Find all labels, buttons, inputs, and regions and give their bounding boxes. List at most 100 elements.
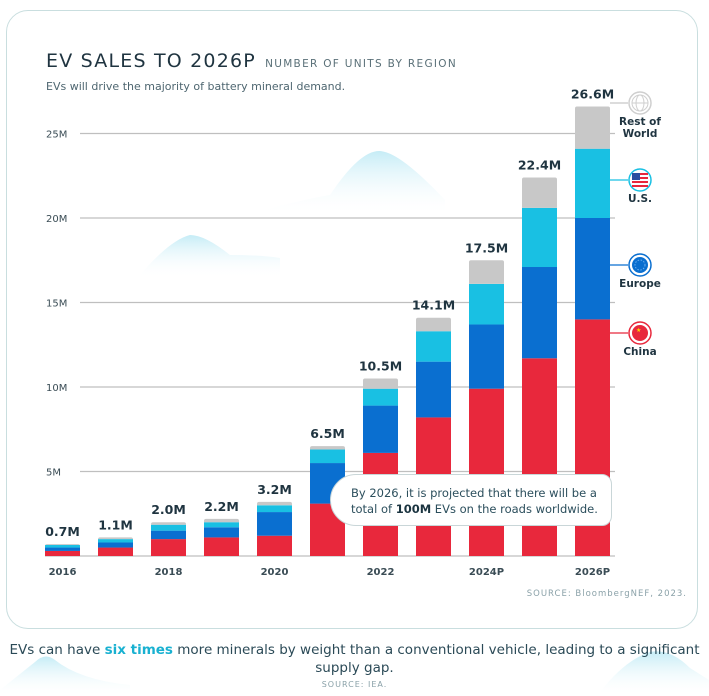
total-label: 2.2M bbox=[204, 499, 239, 514]
total-label: 6.5M bbox=[310, 426, 345, 441]
bar-segment-europe bbox=[522, 267, 557, 359]
bar-2024P bbox=[469, 260, 504, 556]
chart-subtitle: EVs will drive the majority of battery m… bbox=[46, 80, 346, 93]
bar-segment-europe bbox=[151, 530, 186, 540]
total-label: 22.4M bbox=[518, 157, 561, 172]
bar-segment-u-s- bbox=[98, 539, 133, 543]
bar-segment-u-s- bbox=[363, 388, 398, 406]
bar-segment-u-s- bbox=[151, 524, 186, 531]
svg-text:★: ★ bbox=[636, 327, 641, 334]
callout-bold: 100M bbox=[395, 502, 432, 516]
title-main: EV SALES TO 2026P bbox=[46, 50, 256, 72]
bar-segment-u-s- bbox=[522, 207, 557, 268]
bar-segment-europe bbox=[363, 405, 398, 453]
bar-2016 bbox=[45, 544, 80, 556]
legend-label: China bbox=[623, 346, 656, 358]
y-tick-label: 15M bbox=[46, 299, 67, 310]
bar-segment-rest-of-world bbox=[363, 378, 398, 389]
total-label: 3.2M bbox=[257, 482, 292, 497]
bar-segment-china bbox=[469, 388, 504, 556]
bar-segment-china bbox=[151, 539, 186, 556]
bar-segment-china bbox=[98, 547, 133, 556]
bottom-note: EVs can have six times more minerals by … bbox=[0, 641, 709, 677]
legend-label: World bbox=[623, 128, 658, 140]
bar-segment-u-s- bbox=[310, 449, 345, 464]
projection-callout: By 2026, it is projected that there will… bbox=[330, 474, 612, 526]
bar-segment-u-s- bbox=[469, 283, 504, 325]
bar-2017 bbox=[98, 537, 133, 556]
y-tick-label: 5M bbox=[46, 468, 61, 479]
y-tick-label: 25M bbox=[46, 130, 67, 141]
mountain-decoration bbox=[245, 150, 445, 215]
bar-segment-china bbox=[522, 358, 557, 556]
mountain-decoration bbox=[140, 235, 280, 278]
chart-source: SOURCE: BloombergNEF, 2023. bbox=[526, 589, 687, 599]
bar-segment-rest-of-world bbox=[98, 537, 133, 540]
legend-label: Europe bbox=[619, 278, 661, 290]
legend-item-china: ★ China bbox=[610, 321, 657, 358]
mountain-decorations bbox=[0, 150, 709, 696]
x-tick-label: 2018 bbox=[155, 567, 183, 578]
y-tick-label: 20M bbox=[46, 214, 67, 225]
globe-icon bbox=[628, 91, 652, 115]
bar-segment-rest-of-world bbox=[151, 522, 186, 525]
bar-segment-u-s- bbox=[204, 522, 239, 528]
legend-item-u-s-: U.S. bbox=[610, 168, 652, 205]
bar-segment-rest-of-world bbox=[45, 544, 80, 547]
bar-2019 bbox=[204, 518, 239, 556]
bar-segment-rest-of-world bbox=[416, 317, 451, 332]
bar-2022 bbox=[363, 378, 398, 556]
bar-segment-u-s- bbox=[416, 331, 451, 362]
bar-segment-europe bbox=[416, 361, 451, 418]
x-tick-label: 2020 bbox=[261, 567, 289, 578]
bar-2020 bbox=[257, 501, 292, 556]
total-label: 2.0M bbox=[151, 502, 186, 517]
callout-text-pre: By 2026, it is projected that there will… bbox=[351, 486, 597, 516]
bar-segment-china bbox=[45, 550, 80, 556]
chart-title: EV SALES TO 2026P NUMBER OF UNITS BY REG… bbox=[46, 50, 457, 72]
bar-segment-rest-of-world bbox=[257, 501, 292, 506]
bar-segment-rest-of-world bbox=[522, 177, 557, 208]
bar-segment-europe bbox=[45, 547, 80, 551]
bar-segment-europe bbox=[204, 527, 239, 538]
legend-item-europe: Europe bbox=[610, 253, 661, 290]
bar-segment-china bbox=[257, 535, 292, 556]
total-label: 14.1M bbox=[412, 298, 455, 313]
total-label: 17.5M bbox=[465, 240, 508, 255]
bar-segment-u-s- bbox=[575, 148, 610, 218]
eu-flag-icon bbox=[628, 253, 652, 277]
us-flag-icon bbox=[628, 168, 652, 192]
bar-segment-u-s- bbox=[257, 505, 292, 513]
total-label: 10.5M bbox=[359, 359, 402, 374]
bar-segment-u-s- bbox=[45, 545, 80, 548]
total-label: 1.1M bbox=[98, 517, 133, 532]
bar-2018 bbox=[151, 522, 186, 556]
bottom-text-pre: EVs can have bbox=[9, 642, 105, 658]
china-flag-icon: ★ bbox=[628, 321, 652, 345]
bar-2021 bbox=[310, 446, 345, 556]
legend-label: Rest of bbox=[619, 116, 661, 128]
x-tick-label: 2026P bbox=[575, 567, 610, 578]
bar-segment-europe bbox=[575, 218, 610, 320]
bar-segment-china bbox=[204, 537, 239, 556]
bar-segment-rest-of-world bbox=[310, 446, 345, 450]
bottom-source: SOURCE: IEA. bbox=[321, 680, 388, 689]
bar-2025P bbox=[522, 177, 557, 556]
bar-segment-rest-of-world bbox=[469, 260, 504, 284]
callout-text-post: EVs on the roads worldwide. bbox=[431, 502, 598, 516]
total-label: 0.7M bbox=[45, 524, 80, 539]
bar-segment-rest-of-world bbox=[575, 106, 610, 149]
bottom-highlight: six times bbox=[104, 642, 173, 658]
y-tick-label: 10M bbox=[46, 383, 67, 394]
total-label: 26.6M bbox=[571, 86, 614, 101]
x-tick-label: 2022 bbox=[367, 567, 395, 578]
x-tick-label: 2016 bbox=[49, 567, 77, 578]
title-sub: NUMBER OF UNITS BY REGION bbox=[265, 58, 457, 70]
bar-segment-europe bbox=[257, 512, 292, 536]
x-tick-label: 2024P bbox=[469, 567, 504, 578]
mountain-decoration bbox=[600, 651, 709, 696]
bar-segment-rest-of-world bbox=[204, 518, 239, 523]
mountain-decoration bbox=[0, 656, 130, 696]
